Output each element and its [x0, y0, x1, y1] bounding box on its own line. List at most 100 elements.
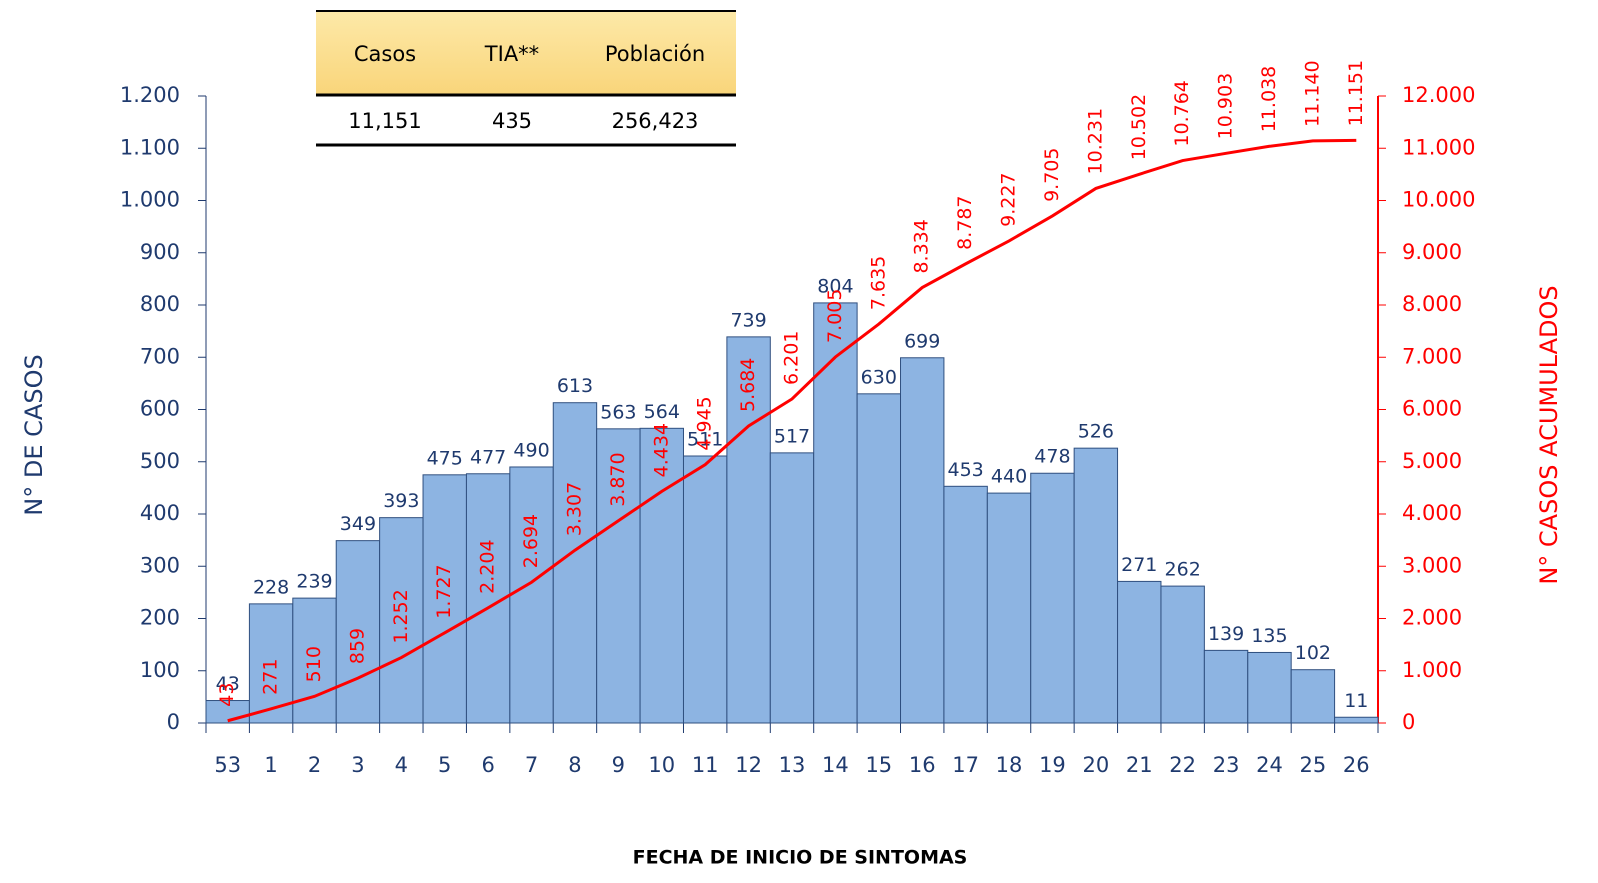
bar — [813, 302, 858, 724]
y2-tick-label: 7.000 — [1402, 344, 1462, 368]
x-tick-label: 2 — [308, 753, 321, 777]
bar — [1334, 716, 1379, 724]
bar-label: 478 — [1034, 446, 1070, 468]
y2-axis-title: N° CASOS ACUMULADOS — [1535, 285, 1563, 584]
x-tick-label: 13 — [779, 753, 806, 777]
bar-label: 490 — [513, 439, 549, 461]
x-tick-label: 21 — [1126, 753, 1153, 777]
y2-tick-label: 0 — [1402, 710, 1415, 734]
bar-label: 517 — [774, 425, 810, 447]
x-tick-label: 3 — [351, 753, 364, 777]
bar-label: 804 — [817, 275, 853, 297]
bar — [1290, 669, 1336, 724]
y-tick-label: 1.200 — [120, 83, 180, 107]
line-label: 9.705 — [1041, 148, 1063, 202]
bar-label: 139 — [1208, 623, 1244, 645]
y-tick-label: 1.100 — [120, 135, 180, 159]
bar-label: 393 — [383, 490, 419, 512]
bar-label: 349 — [340, 513, 376, 535]
line-label: 10.764 — [1171, 80, 1193, 146]
line-label: 7.005 — [824, 289, 846, 343]
line-label: 8.787 — [954, 195, 976, 249]
y-tick-label: 400 — [140, 501, 180, 525]
x-tick-label: 11 — [692, 753, 719, 777]
line-label: 1.727 — [433, 564, 455, 618]
bar-label: 564 — [644, 401, 680, 423]
table-header-bg — [316, 11, 736, 95]
bar — [639, 427, 684, 724]
bar — [1160, 585, 1205, 724]
y2-tick-label: 2.000 — [1402, 606, 1462, 630]
x-tick-label: 18 — [996, 753, 1023, 777]
x-tick-label: 17 — [952, 753, 979, 777]
x-tick-label: 14 — [822, 753, 849, 777]
line-label: 4.945 — [694, 396, 716, 450]
y2-tick-label: 12.000 — [1402, 83, 1475, 107]
x-tick-label: 8 — [568, 753, 581, 777]
bar — [1030, 472, 1075, 724]
x-tick-label: 5 — [438, 753, 451, 777]
x-axis-title: FECHA DE INICIO DE SINTOMAS — [633, 847, 968, 869]
y2-tick-label: 3.000 — [1402, 553, 1462, 577]
table-cell: 256,423 — [612, 109, 699, 133]
y-tick-label: 1.000 — [120, 188, 180, 212]
table-header: Casos — [354, 42, 416, 66]
line-label: 859 — [346, 628, 368, 664]
bar-label: 526 — [1078, 421, 1114, 443]
y2-tick-label: 1.000 — [1402, 658, 1462, 682]
bar-label: 739 — [730, 309, 766, 331]
line-label: 11.140 — [1301, 60, 1323, 126]
x-tick-label: 12 — [735, 753, 762, 777]
y-tick-label: 0 — [167, 710, 180, 734]
bar-label: 477 — [470, 446, 506, 468]
bar-label: 699 — [904, 330, 940, 352]
bar — [769, 452, 815, 724]
x-tick-label: 7 — [525, 753, 538, 777]
y2-tick-label: 10.000 — [1402, 188, 1475, 212]
x-tick-label: 10 — [648, 753, 675, 777]
bar-label: 135 — [1251, 625, 1287, 647]
table-cell: 11,151 — [348, 109, 421, 133]
bar-label: 453 — [947, 459, 983, 481]
bar-label: 102 — [1295, 642, 1331, 664]
y2-tick-label: 9.000 — [1402, 240, 1462, 264]
x-tick-label: 4 — [395, 753, 408, 777]
y-tick-label: 100 — [140, 658, 180, 682]
bar — [292, 597, 337, 724]
x-tick-label: 19 — [1039, 753, 1066, 777]
y-tick-label: 900 — [140, 240, 180, 264]
bar-label: 271 — [1121, 554, 1157, 576]
line-label: 10.502 — [1128, 94, 1150, 160]
bar-label: 563 — [600, 401, 636, 423]
line-label: 510 — [303, 646, 325, 682]
bar — [682, 455, 728, 724]
bar — [1117, 580, 1162, 724]
bar-label: 475 — [427, 447, 463, 469]
table-header: TIA** — [484, 42, 539, 66]
bar — [422, 474, 467, 724]
bar-label: 440 — [991, 466, 1027, 488]
line-label: 271 — [260, 659, 282, 695]
y2-tick-label: 4.000 — [1402, 501, 1462, 525]
bar — [900, 357, 945, 724]
line-label: 7.635 — [867, 256, 889, 310]
bar — [856, 393, 902, 724]
y2-tick-label: 11.000 — [1402, 135, 1475, 159]
bar — [509, 466, 554, 724]
bar — [335, 540, 381, 724]
line-label: 11.038 — [1258, 66, 1280, 132]
bar — [552, 402, 598, 724]
line-label: 5.684 — [737, 358, 759, 412]
bar-label: 613 — [557, 375, 593, 397]
bar-label: 239 — [296, 571, 332, 593]
line-label: 3.307 — [563, 482, 585, 536]
x-tick-label: 15 — [865, 753, 892, 777]
line-label: 10.903 — [1215, 73, 1237, 139]
line-label: 2.694 — [520, 514, 542, 568]
bar — [1073, 447, 1119, 724]
bar — [596, 428, 641, 724]
bar-label: 11 — [1344, 690, 1368, 712]
x-tick-label: 25 — [1300, 753, 1327, 777]
x-tick-label: 16 — [909, 753, 936, 777]
bar — [986, 492, 1032, 724]
